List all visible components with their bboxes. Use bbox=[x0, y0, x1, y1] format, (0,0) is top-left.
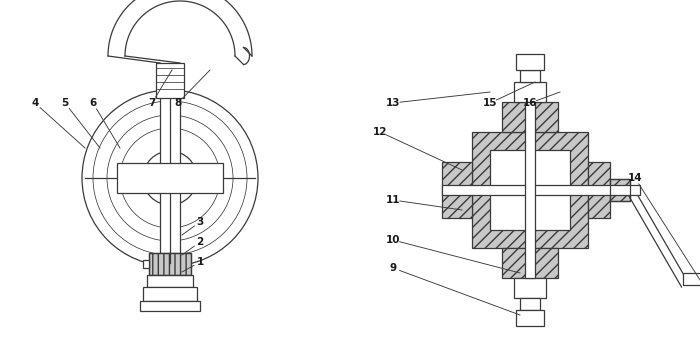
Text: 2: 2 bbox=[197, 237, 204, 247]
Text: 5: 5 bbox=[62, 98, 69, 108]
Text: 13: 13 bbox=[386, 98, 400, 108]
Bar bbox=[520, 298, 540, 310]
Text: 1: 1 bbox=[197, 257, 204, 267]
Bar bbox=[140, 301, 200, 311]
Bar bbox=[156, 63, 184, 98]
Bar bbox=[502, 248, 558, 278]
Bar bbox=[516, 310, 544, 326]
Bar bbox=[502, 102, 558, 132]
Text: 11: 11 bbox=[386, 195, 400, 205]
Bar bbox=[520, 70, 540, 82]
Bar bbox=[442, 185, 640, 195]
Bar bbox=[514, 82, 546, 102]
Bar bbox=[149, 253, 191, 275]
Bar bbox=[514, 278, 546, 298]
Text: 12: 12 bbox=[372, 127, 387, 137]
Bar bbox=[149, 253, 191, 275]
Text: 7: 7 bbox=[148, 98, 155, 108]
Bar bbox=[490, 150, 570, 230]
Bar bbox=[143, 287, 197, 301]
Text: 14: 14 bbox=[628, 173, 643, 183]
Bar bbox=[516, 54, 544, 70]
Text: 10: 10 bbox=[386, 235, 400, 245]
Text: 8: 8 bbox=[174, 98, 181, 108]
Bar bbox=[160, 93, 180, 253]
Text: 6: 6 bbox=[90, 98, 97, 108]
Text: 3: 3 bbox=[197, 217, 204, 227]
Bar bbox=[472, 132, 588, 248]
Bar bbox=[588, 162, 610, 218]
Bar bbox=[683, 273, 700, 285]
Bar bbox=[117, 163, 223, 193]
Bar bbox=[610, 179, 630, 201]
Text: 15: 15 bbox=[483, 98, 497, 108]
Bar bbox=[143, 260, 149, 268]
Text: 4: 4 bbox=[32, 98, 38, 108]
Bar bbox=[442, 162, 472, 218]
Text: 16: 16 bbox=[523, 98, 538, 108]
Bar bbox=[610, 179, 630, 201]
Bar bbox=[525, 102, 535, 278]
Bar bbox=[147, 275, 193, 287]
Text: 9: 9 bbox=[389, 263, 397, 273]
